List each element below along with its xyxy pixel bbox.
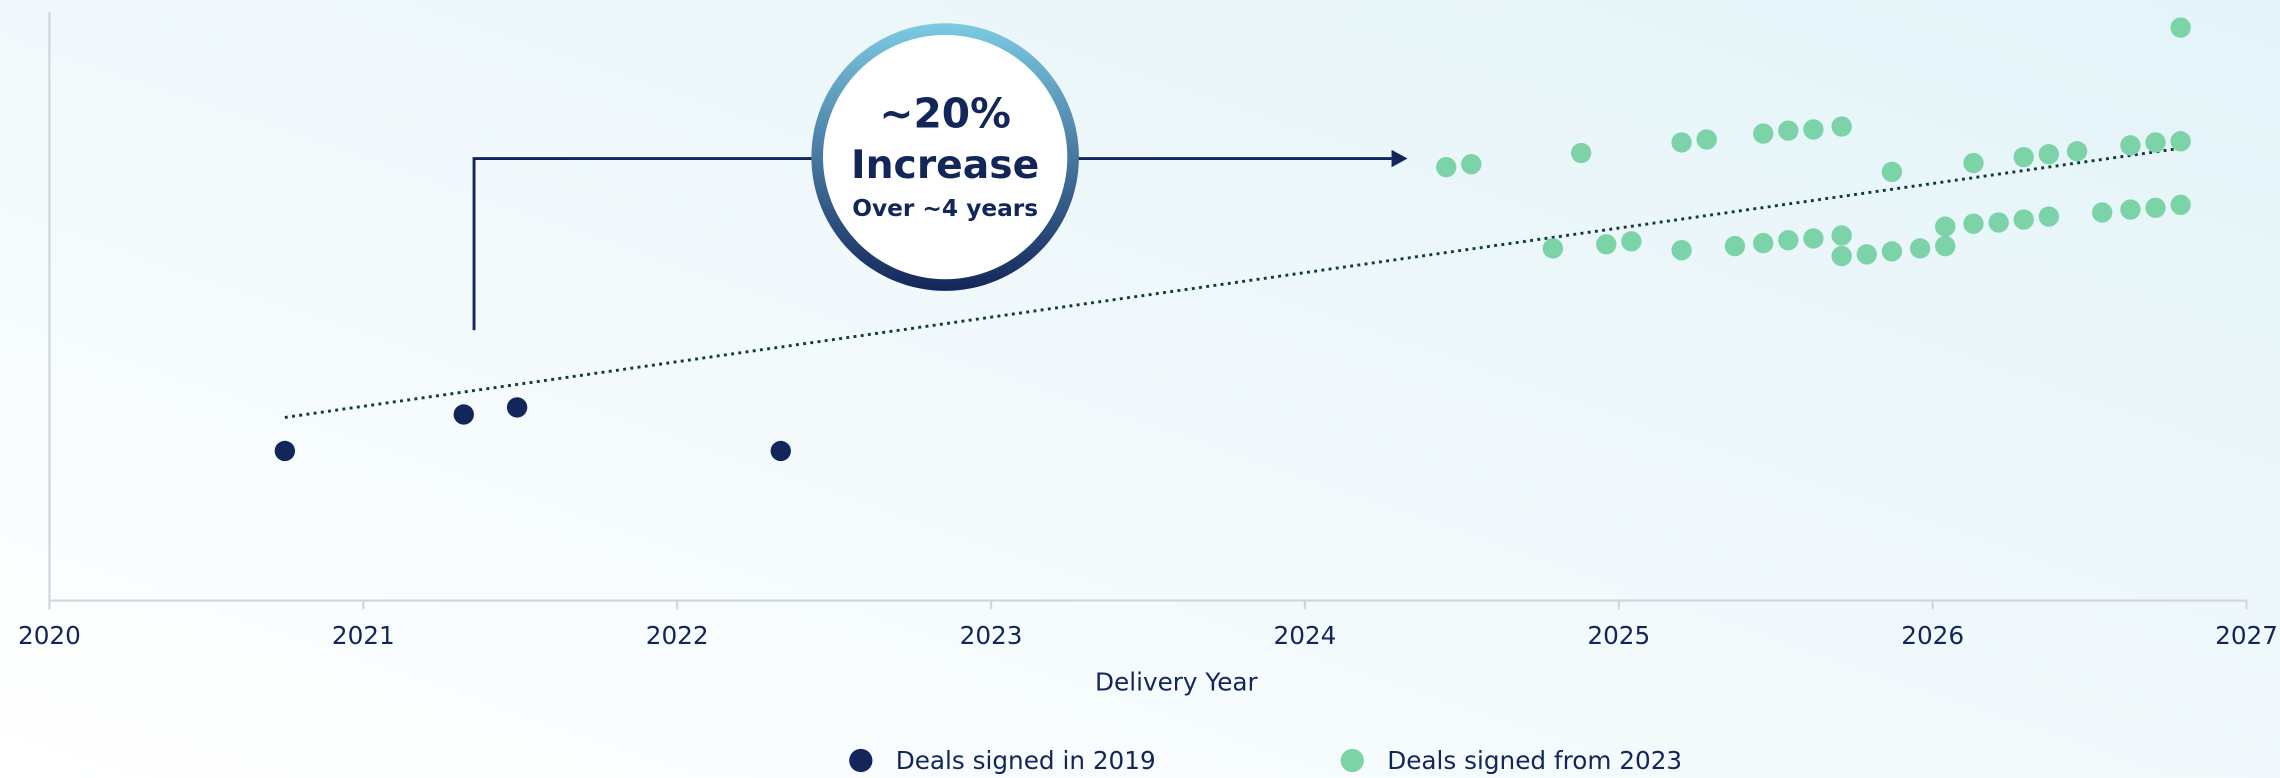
legend-marker bbox=[849, 748, 873, 773]
x-axis-label: Delivery Year bbox=[1095, 667, 1259, 696]
annotation: ~20% Increase Over ~4 years bbox=[472, 23, 1408, 331]
point bbox=[1831, 245, 1852, 267]
point bbox=[1803, 119, 1824, 140]
point bbox=[1909, 238, 1931, 259]
point bbox=[1963, 213, 1984, 234]
point bbox=[1778, 120, 1799, 141]
point bbox=[1671, 132, 1692, 153]
point bbox=[1803, 228, 1824, 249]
point bbox=[1831, 116, 1852, 137]
point bbox=[2091, 202, 2113, 223]
point bbox=[1881, 241, 1903, 262]
point bbox=[2120, 199, 2141, 220]
point bbox=[1778, 229, 1799, 251]
x-tick-label: 2023 bbox=[960, 621, 1023, 650]
point bbox=[1435, 156, 1457, 178]
x-tick-label: 2026 bbox=[1901, 621, 1964, 650]
point bbox=[2170, 17, 2191, 38]
point bbox=[1753, 232, 1774, 254]
point bbox=[1856, 244, 1877, 265]
point bbox=[1671, 239, 1692, 261]
point bbox=[2145, 132, 2166, 153]
point bbox=[1988, 212, 2009, 233]
point bbox=[453, 404, 474, 425]
point bbox=[2038, 206, 2059, 227]
callout-circle bbox=[823, 34, 1068, 280]
point bbox=[1881, 161, 1903, 183]
callout-title: Increase bbox=[851, 143, 1039, 188]
x-tick-label: 2025 bbox=[1587, 621, 1650, 650]
arrow-head bbox=[1391, 149, 1408, 168]
callout-subtitle: Over ~4 years bbox=[852, 195, 1038, 222]
point bbox=[2013, 209, 2034, 230]
legend-label: Deals signed from 2023 bbox=[1387, 746, 1682, 775]
x-tick-label: 2022 bbox=[646, 621, 709, 650]
point bbox=[1831, 225, 1852, 246]
point bbox=[274, 440, 296, 462]
point bbox=[2066, 141, 2088, 162]
point bbox=[770, 440, 791, 462]
point bbox=[2120, 135, 2141, 156]
x-tick-label: 2024 bbox=[1273, 621, 1336, 650]
point bbox=[2145, 197, 2166, 218]
point bbox=[1724, 235, 1746, 257]
point bbox=[1963, 152, 1984, 174]
x-tick-label: 2027 bbox=[2215, 621, 2278, 650]
point bbox=[1542, 238, 1564, 259]
bracket bbox=[472, 157, 815, 331]
point bbox=[2170, 194, 2191, 216]
x-tick-label: 2021 bbox=[332, 621, 395, 650]
point bbox=[1570, 142, 1592, 164]
point bbox=[1935, 216, 1956, 237]
plot-area bbox=[274, 17, 2191, 462]
point bbox=[1696, 129, 1717, 150]
point bbox=[2013, 146, 2034, 168]
legend-marker bbox=[1340, 748, 1364, 773]
legend-label: Deals signed in 2019 bbox=[896, 746, 1156, 775]
point bbox=[2170, 131, 2191, 152]
point bbox=[1935, 235, 1956, 257]
point bbox=[1621, 231, 1642, 252]
point bbox=[1461, 154, 1482, 175]
point bbox=[1596, 234, 1617, 255]
callout-headline: ~20% bbox=[879, 89, 1011, 137]
point bbox=[2038, 144, 2059, 165]
point bbox=[1753, 123, 1774, 144]
point bbox=[506, 397, 528, 418]
x-tick-label: 2020 bbox=[18, 621, 81, 650]
